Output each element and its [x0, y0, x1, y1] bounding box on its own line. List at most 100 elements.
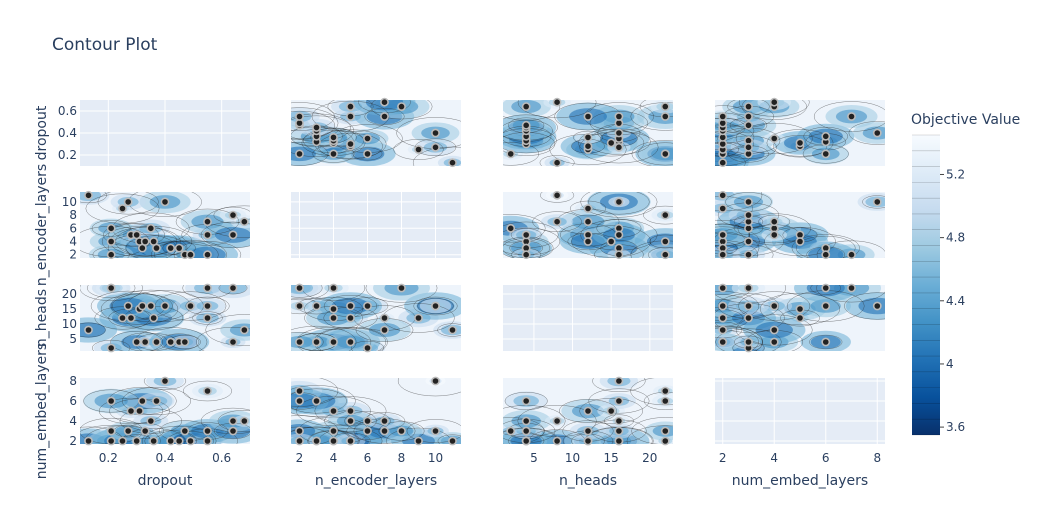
trial-point — [137, 396, 147, 406]
trial-point — [295, 301, 304, 311]
contour-line — [592, 378, 646, 393]
colorbar-tick-label: 4 — [946, 357, 954, 371]
x-tick-label: 2 — [719, 451, 727, 465]
y-tick-label: 20 — [62, 287, 77, 301]
panel-n_encoder_layers-vs-n_heads — [503, 190, 673, 260]
trial-point — [414, 145, 423, 154]
x-tick-label: 8 — [873, 451, 881, 465]
panel-n_encoder_layers-vs-num_embed_layers — [715, 190, 885, 260]
trial-point — [132, 337, 142, 347]
colorbar-tick-label: 4.4 — [946, 294, 965, 308]
trial-point — [295, 149, 304, 159]
diagonal-panel-bg — [503, 285, 673, 351]
contour-line — [569, 200, 607, 217]
trial-point — [606, 138, 616, 148]
contour-line — [119, 408, 183, 434]
contour-line — [151, 240, 219, 258]
contour-line — [649, 234, 673, 249]
trial-point — [660, 396, 670, 406]
contour-line — [571, 225, 651, 258]
contour-fill — [715, 192, 885, 258]
trial-point — [448, 436, 457, 446]
colorbar — [912, 135, 940, 435]
trial-point — [228, 426, 238, 436]
contour-line — [351, 340, 384, 351]
y-axis-label: dropout — [34, 105, 50, 160]
trial-point — [106, 426, 116, 436]
trial-point — [583, 237, 593, 246]
trial-point — [506, 223, 516, 233]
contour-line — [200, 221, 250, 249]
contour-line — [291, 102, 335, 131]
trial-point — [123, 426, 133, 436]
trial-point — [872, 197, 882, 207]
trial-point — [106, 396, 116, 406]
contour-line — [291, 378, 339, 407]
trial-point — [239, 217, 249, 227]
diagonal-panel-bg — [715, 378, 885, 444]
trial-point — [149, 436, 159, 446]
contour-fill — [291, 378, 461, 444]
contour-line — [86, 285, 136, 299]
trial-point — [329, 406, 338, 416]
contour-line — [643, 205, 673, 225]
trial-point — [118, 204, 127, 213]
contour-line — [122, 386, 191, 416]
panel-n_heads-vs-dropout — [80, 283, 250, 353]
trial-point — [363, 426, 372, 436]
trial-point — [203, 436, 212, 446]
trial-point — [744, 283, 753, 293]
contour-line — [766, 129, 834, 157]
panel-n_encoder_layers-vs-n_encoder_layers — [291, 192, 461, 258]
contour-line — [291, 415, 339, 444]
x-tick-label: 6 — [364, 451, 372, 465]
panel-n_heads-vs-n_encoder_layers — [291, 283, 461, 353]
trial-point — [135, 406, 144, 416]
trial-point — [769, 325, 779, 335]
trial-point — [795, 237, 805, 246]
trial-point — [380, 313, 389, 323]
y-tick-label: 4 — [69, 235, 77, 249]
trial-point — [614, 436, 624, 446]
trial-point — [552, 158, 562, 168]
trial-point — [583, 217, 593, 227]
trial-point — [718, 301, 728, 311]
trial-point — [126, 406, 136, 416]
contour-line — [503, 100, 561, 121]
trial-point — [521, 230, 531, 240]
trial-point — [160, 376, 170, 386]
trial-point — [660, 237, 670, 246]
contour-fill — [291, 100, 461, 166]
trial-point — [180, 426, 190, 436]
trial-point — [228, 337, 238, 347]
contour-line — [182, 380, 233, 402]
x-tick-label: 0.2 — [99, 451, 118, 465]
panel-dropout-vs-n_heads — [503, 97, 673, 168]
x-axis-label: n_encoder_layers — [315, 473, 437, 489]
y-tick-label: 5 — [69, 332, 77, 346]
panel-n_heads-vs-n_heads — [503, 285, 673, 351]
trial-point — [106, 283, 116, 293]
contour-line — [764, 226, 836, 257]
contour-line — [218, 285, 248, 295]
trial-point — [312, 301, 321, 311]
y-tick-label: 15 — [62, 302, 77, 316]
trial-point — [140, 426, 150, 436]
contour-line — [559, 399, 617, 423]
trial-point — [312, 436, 321, 446]
trial-point — [521, 102, 531, 111]
trial-point — [583, 426, 593, 436]
x-axis-label: num_embed_layers — [732, 473, 868, 489]
trial-point — [363, 416, 372, 426]
trial-point — [718, 190, 728, 200]
trial-point — [614, 376, 624, 386]
trial-point — [414, 313, 423, 323]
trial-point — [329, 149, 338, 159]
contour-line — [144, 430, 197, 444]
contour-line — [848, 121, 885, 145]
contour-line — [217, 409, 250, 433]
contour-line — [291, 388, 347, 414]
contour-line — [195, 326, 250, 351]
trial-point — [166, 243, 176, 253]
contour-line — [365, 285, 438, 303]
